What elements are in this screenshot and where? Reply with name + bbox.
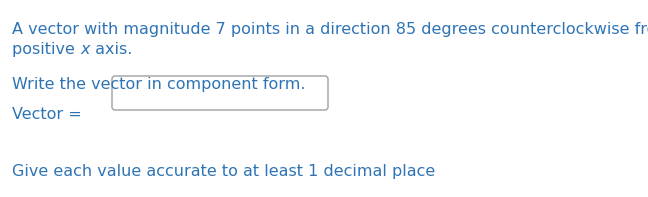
FancyBboxPatch shape bbox=[112, 76, 328, 110]
Text: x: x bbox=[80, 42, 89, 57]
Text: axis.: axis. bbox=[89, 42, 132, 57]
Text: A vector with magnitude 7 points in a direction 85 degrees counterclockwise from: A vector with magnitude 7 points in a di… bbox=[12, 22, 648, 37]
Text: positive: positive bbox=[12, 42, 80, 57]
Text: Write the vector in component form.: Write the vector in component form. bbox=[12, 77, 305, 92]
Text: Give each value accurate to at least 1 decimal place: Give each value accurate to at least 1 d… bbox=[12, 164, 435, 179]
Text: Vector =: Vector = bbox=[12, 107, 87, 122]
